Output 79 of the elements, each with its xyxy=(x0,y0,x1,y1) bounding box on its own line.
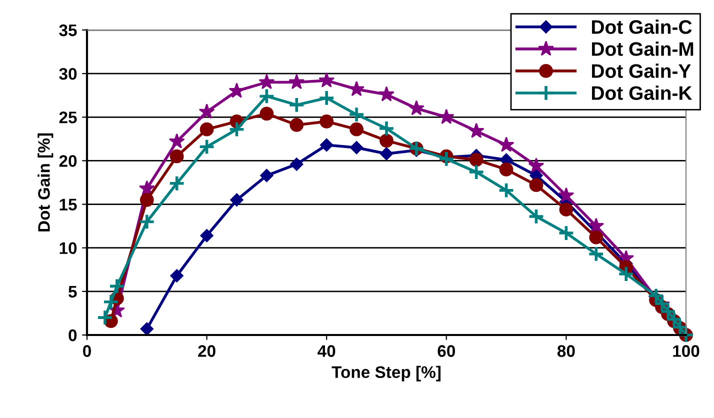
point xyxy=(260,168,274,182)
y-tick-label: 25 xyxy=(59,112,77,124)
point xyxy=(666,310,682,328)
point xyxy=(290,118,304,132)
point xyxy=(140,322,154,336)
y-tick-label: 5 xyxy=(68,286,77,298)
point xyxy=(529,178,544,192)
point xyxy=(528,158,544,173)
point xyxy=(198,104,215,119)
legend-label: Dot Gain-K xyxy=(592,86,692,100)
point xyxy=(96,309,114,326)
point xyxy=(200,229,214,242)
point xyxy=(648,287,664,304)
point xyxy=(588,246,604,262)
point xyxy=(380,134,394,148)
point xyxy=(468,122,484,138)
point xyxy=(288,96,305,114)
point xyxy=(350,122,364,136)
y-tick-label: 20 xyxy=(59,155,77,167)
x-tick-label: 0 xyxy=(83,345,91,357)
point xyxy=(318,72,335,88)
point xyxy=(348,106,365,123)
y-tick-label: 0 xyxy=(68,329,77,342)
point xyxy=(170,269,184,282)
point xyxy=(498,136,514,152)
point xyxy=(230,193,244,207)
point xyxy=(168,133,185,148)
point xyxy=(589,230,604,244)
point xyxy=(138,180,155,196)
point xyxy=(318,90,335,106)
point xyxy=(168,175,186,192)
point xyxy=(348,80,365,96)
point xyxy=(138,213,156,230)
point xyxy=(140,192,154,207)
point xyxy=(198,138,216,156)
x-tick-label: 60 xyxy=(438,345,455,357)
point xyxy=(499,162,514,176)
point xyxy=(618,266,634,282)
point xyxy=(258,88,276,105)
point xyxy=(660,303,676,320)
point xyxy=(260,106,274,121)
x-axis-title: Tone Step [%] xyxy=(332,366,441,382)
point xyxy=(588,218,604,233)
point xyxy=(528,208,545,225)
legend-label: Dot Gain-Y xyxy=(592,64,691,78)
x-tick-label: 100 xyxy=(673,345,700,357)
point xyxy=(290,158,304,171)
point xyxy=(320,114,334,128)
point xyxy=(438,150,455,168)
x-tick-label: 20 xyxy=(198,345,216,357)
point xyxy=(378,120,395,137)
point xyxy=(108,278,126,295)
y-tick-label: 15 xyxy=(60,198,77,210)
point xyxy=(559,202,574,216)
legend-label: Dot Gain-C xyxy=(592,20,692,34)
point xyxy=(200,122,214,136)
point xyxy=(258,74,275,90)
point xyxy=(102,294,120,310)
point xyxy=(558,187,574,202)
point xyxy=(469,152,484,167)
point xyxy=(468,164,485,180)
point xyxy=(378,86,394,102)
y-tick-label: 10 xyxy=(60,242,77,254)
point xyxy=(558,224,575,242)
point xyxy=(408,100,424,116)
point xyxy=(228,121,246,138)
y-tick-label: 30 xyxy=(59,68,77,80)
point xyxy=(288,74,305,90)
point xyxy=(380,147,394,160)
legend-label: Dot Gain-M xyxy=(592,42,694,56)
point xyxy=(170,149,184,164)
x-tick-label: 80 xyxy=(557,345,575,357)
x-tick-label: 40 xyxy=(318,345,336,357)
point xyxy=(320,138,334,152)
y-axis-title: Dot Gain [%] xyxy=(38,133,54,232)
point xyxy=(350,141,364,154)
point xyxy=(228,82,245,98)
point xyxy=(498,182,515,199)
y-tick-label: 35 xyxy=(59,24,77,36)
